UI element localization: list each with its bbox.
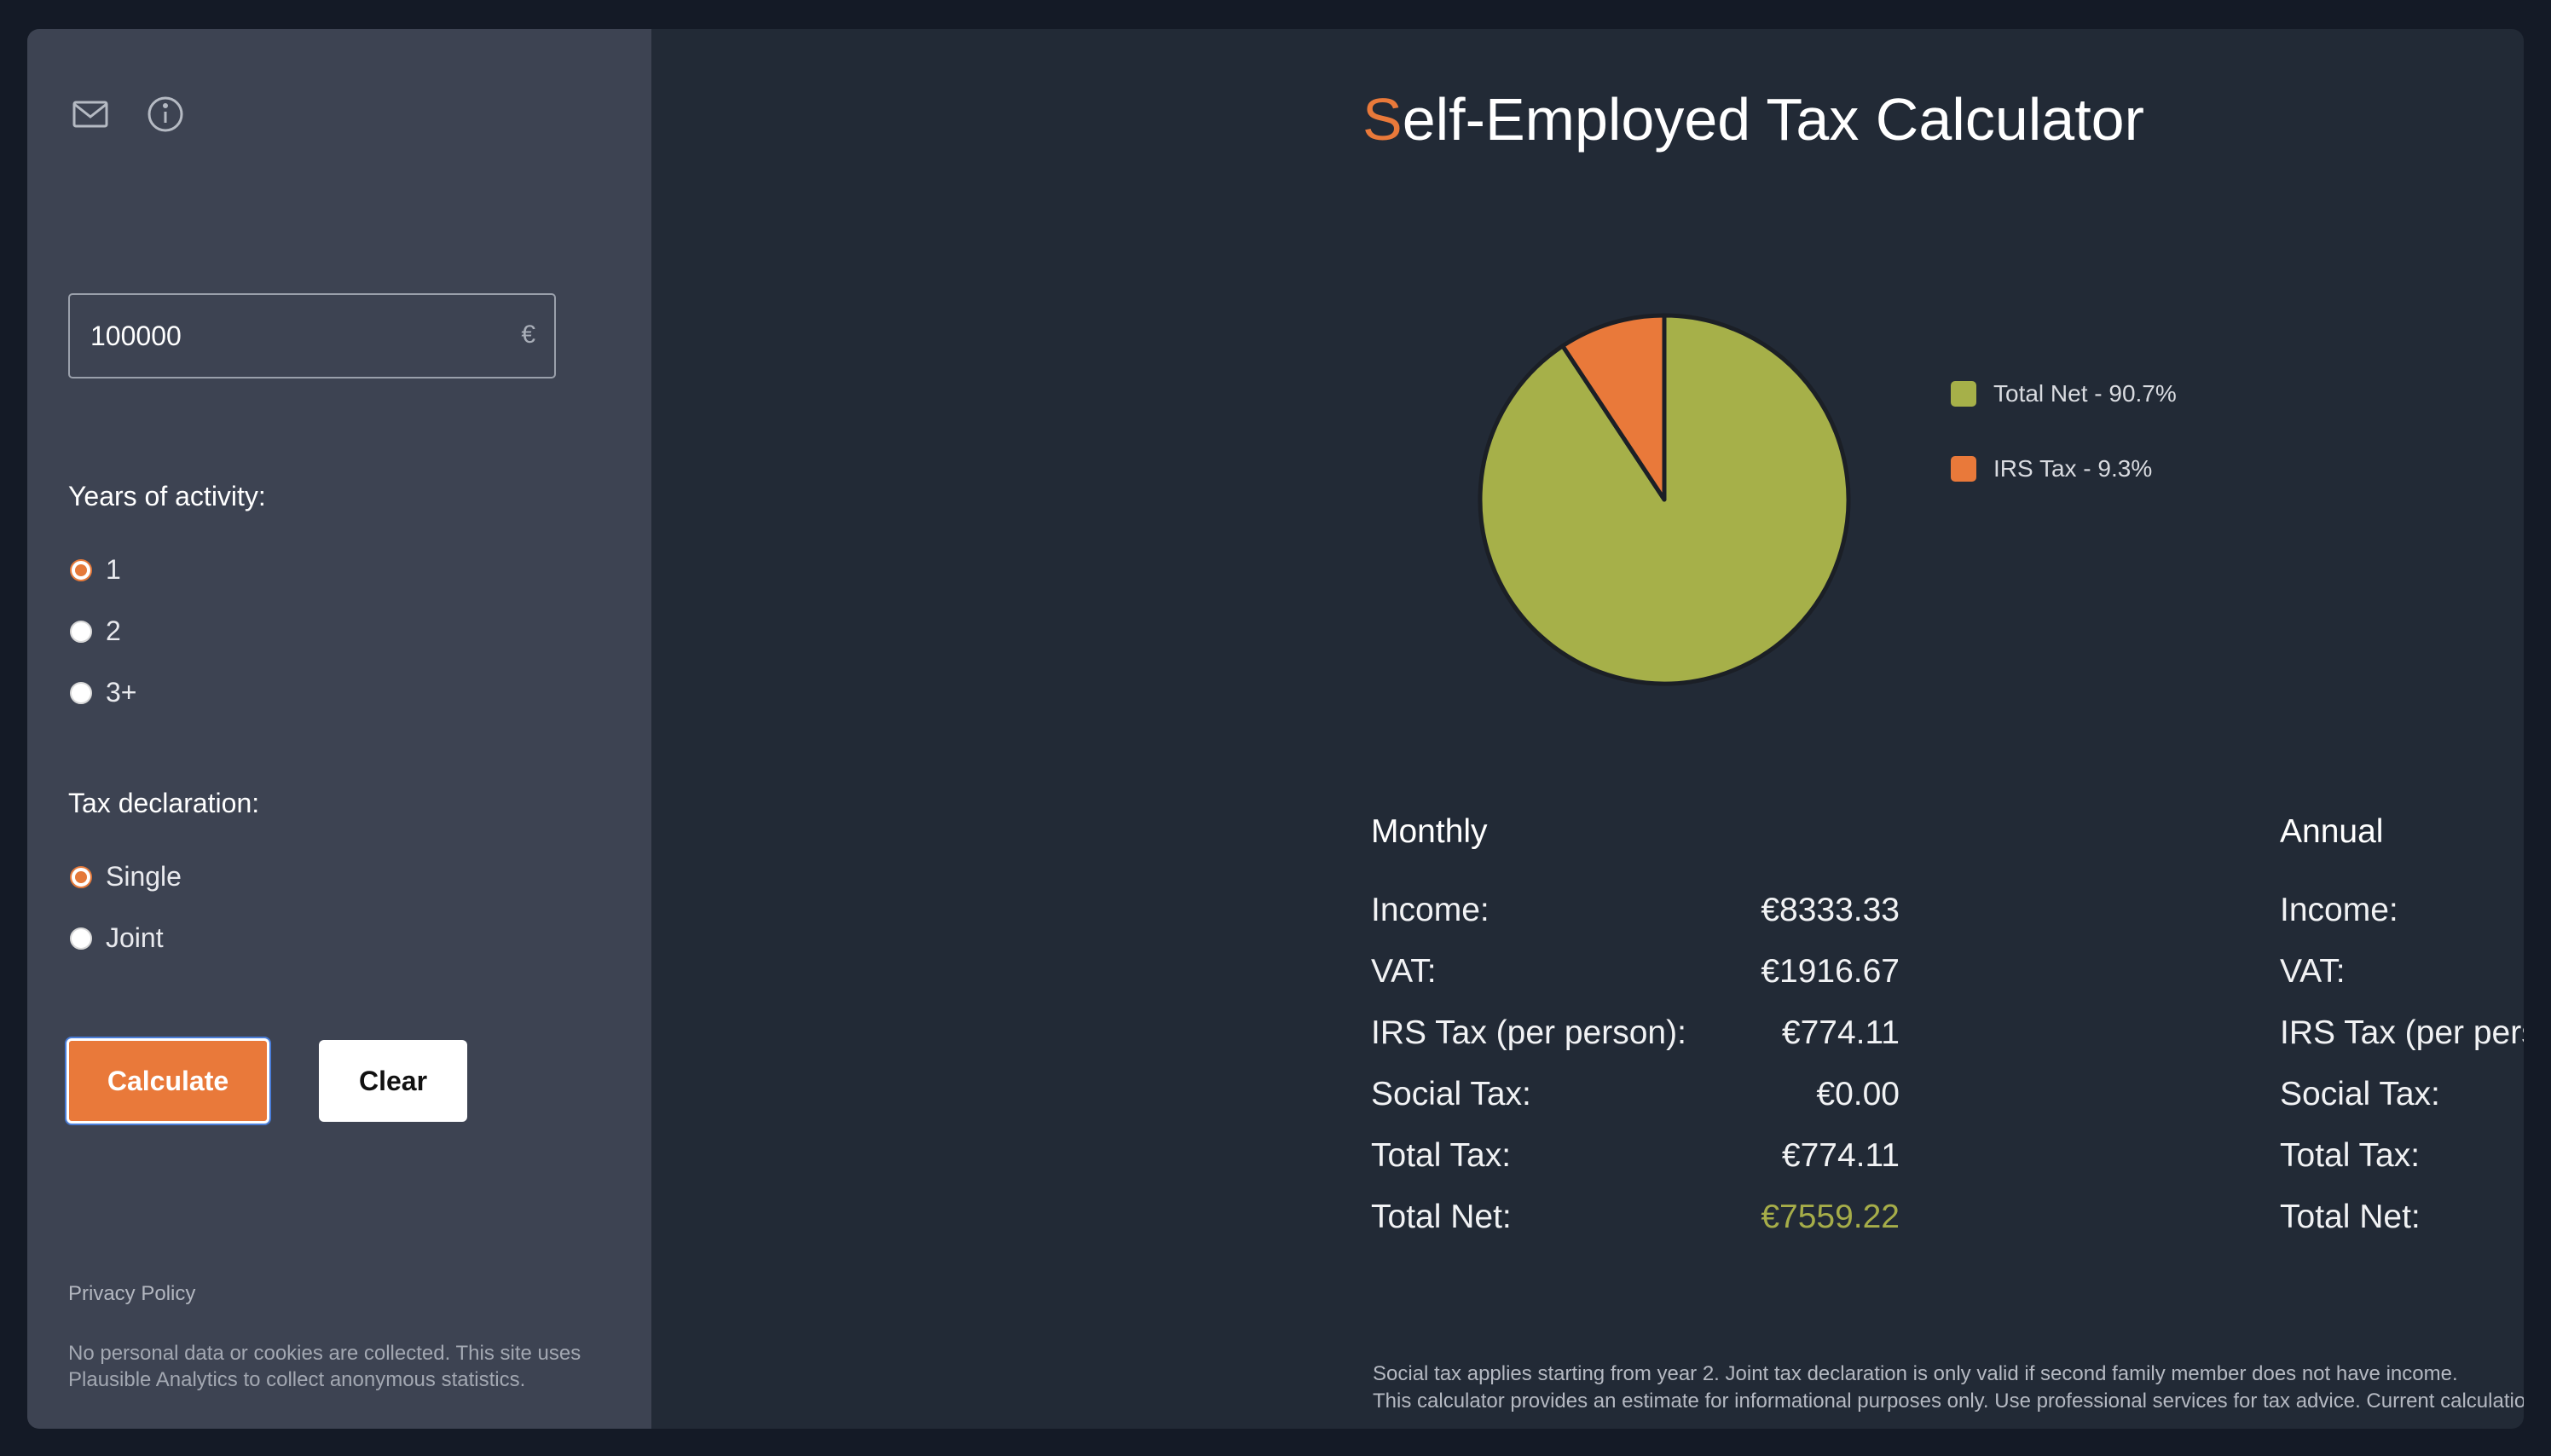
privacy-note: No personal data or cookies are collecte… <box>68 1342 581 1391</box>
row-label: Total Tax: <box>1371 1137 1512 1174</box>
annual-row: Total Net:€90710.64 <box>2280 1187 2524 1248</box>
row-label: Social Tax: <box>2280 1076 2440 1112</box>
monthly-heading: Monthly <box>1371 813 1488 850</box>
currency-symbol: € <box>521 321 535 349</box>
pie-svg <box>1478 313 1851 686</box>
years-radio[interactable] <box>70 620 92 643</box>
annual-row: Social Tax:€0.00 <box>2280 1064 2524 1125</box>
row-value: €1916.67 <box>1761 953 1900 990</box>
legend-label: Total Net - 90.7% <box>1993 380 2177 407</box>
legend-swatch <box>1951 381 1976 407</box>
row-label: Social Tax: <box>1371 1076 1531 1112</box>
pie-slice[interactable] <box>1560 313 1667 502</box>
declaration-radio[interactable] <box>70 865 92 888</box>
years-option-label: 2 <box>106 615 121 646</box>
years-option-label: 3+ <box>106 677 137 708</box>
clear-button[interactable]: Clear <box>319 1040 467 1122</box>
row-value: €7559.22 <box>1761 1199 1900 1235</box>
monthly-row: VAT: €1916.67 <box>1371 941 1900 1002</box>
tax-pie-chart <box>1448 281 1874 708</box>
annual-row: Income:€100000.00 <box>2280 880 2524 941</box>
disclaimer: Social tax applies starting from year 2.… <box>1373 1361 2524 1415</box>
calculate-button[interactable]: Calculate <box>67 1038 269 1124</box>
disclaimer-line-2: This calculator provides an estimate for… <box>1373 1390 2524 1413</box>
privacy-policy-link[interactable]: Privacy Policy <box>68 1282 196 1305</box>
monthly-rows: Income: €8333.33 VAT: €1916.67 IRS Tax (per … <box>1371 880 1900 1248</box>
row-value: €0.00 <box>1816 1076 1900 1112</box>
app-window: € Years of activity: 1 2 3+ Tax declaratio… <box>27 29 2524 1429</box>
declaration-option-label: Single <box>106 861 182 892</box>
declaration-label: Tax declaration: <box>68 788 260 818</box>
monthly-row: Total Net: €7559.22 <box>1371 1187 1900 1248</box>
row-label: Income: <box>1371 892 1490 928</box>
declaration-option-label: Joint <box>106 922 164 953</box>
years-option-label: 1 <box>106 554 121 585</box>
years-option[interactable]: 2 <box>68 615 121 647</box>
declaration-option[interactable]: Single <box>68 861 182 893</box>
chart-legend: Total Net - 90.7% IRS Tax - 9.3% <box>1951 377 2177 527</box>
annual-row: IRS Tax (per person):€9289.36 <box>2280 1002 2524 1064</box>
annual-row: Total Tax:€9289.36 <box>2280 1125 2524 1187</box>
title-rest: elf-Employed Tax Calculator <box>1402 86 2144 153</box>
annual-summary: Annual Income:€100000.00VAT:€23000.00IRS… <box>2280 813 2524 1248</box>
sidebar: € Years of activity: 1 2 3+ Tax declaratio… <box>27 29 651 1429</box>
years-option[interactable]: 1 <box>68 554 121 586</box>
row-label: Income: <box>2280 892 2398 928</box>
years-label: Years of activity: <box>68 481 266 511</box>
annual-heading: Annual <box>2280 813 2384 850</box>
annual-row: VAT:€23000.00 <box>2280 941 2524 1002</box>
income-input[interactable] <box>90 295 500 377</box>
row-label: Total Net: <box>1371 1199 1512 1235</box>
years-option[interactable]: 3+ <box>68 677 136 708</box>
monthly-row: IRS Tax (per person): €774.11 <box>1371 1002 1900 1064</box>
row-label: IRS Tax (per person): <box>1371 1014 1686 1051</box>
monthly-row: Social Tax: €0.00 <box>1371 1064 1900 1125</box>
declaration-option[interactable]: Joint <box>68 922 164 954</box>
monthly-summary: Monthly Income: €8333.33 VAT: €1916.67 IRS T… <box>1371 813 1900 1248</box>
disclaimer-line-1: Social tax applies starting from year 2.… <box>1373 1362 2458 1385</box>
row-label: Total Net: <box>2280 1199 2421 1235</box>
row-value: €8333.33 <box>1761 892 1900 928</box>
years-radio[interactable] <box>70 681 92 704</box>
years-radio[interactable] <box>70 558 92 581</box>
main-panel: Self-Employed Tax Calculator Total Net -… <box>651 29 2524 1429</box>
income-field[interactable]: € <box>68 293 556 378</box>
legend-item[interactable]: IRS Tax - 9.3% <box>1951 452 2177 486</box>
row-label: VAT: <box>1371 953 1437 990</box>
row-value: €774.11 <box>1781 1137 1900 1174</box>
monthly-row: Income: €8333.33 <box>1371 880 1900 941</box>
legend-label: IRS Tax - 9.3% <box>1993 455 2153 482</box>
mail-icon[interactable] <box>67 90 114 138</box>
legend-item[interactable]: Total Net - 90.7% <box>1951 377 2177 411</box>
annual-rows: Income:€100000.00VAT:€23000.00IRS Tax (p… <box>2280 880 2524 1248</box>
info-icon[interactable] <box>142 90 189 138</box>
legend-swatch <box>1951 456 1976 482</box>
declaration-radio[interactable] <box>70 927 92 950</box>
page-title: Self-Employed Tax Calculator <box>1362 85 2144 153</box>
row-label: Total Tax: <box>2280 1137 2421 1174</box>
row-label: IRS Tax (per person): <box>2280 1014 2524 1051</box>
monthly-row: Total Tax: €774.11 <box>1371 1125 1900 1187</box>
row-value: €774.11 <box>1781 1014 1900 1051</box>
row-label: VAT: <box>2280 953 2346 990</box>
title-first-letter: S <box>1362 86 1403 153</box>
